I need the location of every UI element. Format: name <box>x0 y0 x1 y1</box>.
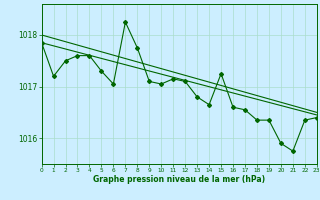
X-axis label: Graphe pression niveau de la mer (hPa): Graphe pression niveau de la mer (hPa) <box>93 175 265 184</box>
